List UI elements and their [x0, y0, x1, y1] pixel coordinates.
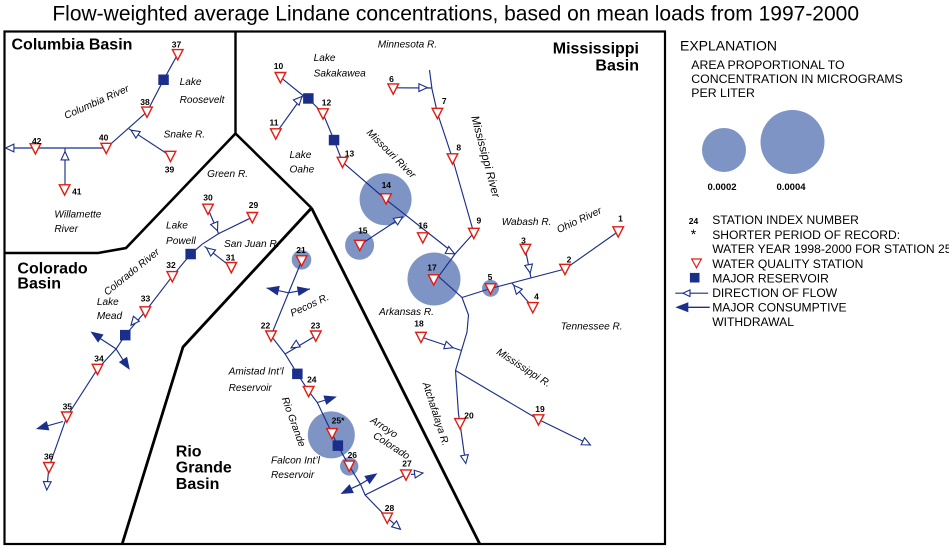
svg-text:Powell: Powell — [166, 236, 196, 247]
svg-text:11: 11 — [270, 118, 279, 128]
svg-text:Oahe: Oahe — [290, 165, 315, 176]
svg-text:36: 36 — [44, 452, 54, 462]
svg-text:37: 37 — [172, 40, 182, 50]
svg-text:9: 9 — [477, 215, 482, 225]
svg-text:7: 7 — [442, 96, 447, 106]
svg-text:2: 2 — [567, 254, 572, 264]
svg-text:40: 40 — [99, 132, 109, 142]
svg-text:12: 12 — [322, 98, 332, 108]
svg-text:18: 18 — [414, 319, 424, 329]
svg-text:16: 16 — [418, 220, 428, 230]
svg-text:38: 38 — [140, 97, 150, 107]
svg-text:Flow-weighted average Lindane: Flow-weighted average Lindane concentrat… — [52, 3, 859, 26]
svg-text:0.0002: 0.0002 — [707, 182, 736, 193]
svg-text:SHORTER PERIOD OF RECORD:: SHORTER PERIOD OF RECORD: — [712, 228, 900, 242]
svg-text:23: 23 — [311, 321, 321, 331]
svg-text:*: * — [691, 226, 697, 242]
svg-text:Minnesota R.: Minnesota R. — [378, 40, 437, 51]
svg-text:Roosevelt: Roosevelt — [180, 95, 226, 106]
svg-text:Lake: Lake — [180, 77, 202, 88]
svg-text:CONCENTRATION IN MICROGRAMS: CONCENTRATION IN MICROGRAMS — [691, 72, 903, 86]
svg-text:WATER QUALITY STATION: WATER QUALITY STATION — [712, 257, 863, 271]
svg-text:13: 13 — [345, 148, 355, 158]
svg-text:River: River — [54, 224, 78, 235]
svg-text:20: 20 — [464, 410, 474, 420]
svg-text:Amistad Int’l: Amistad Int’l — [228, 366, 285, 377]
svg-text:24: 24 — [307, 374, 317, 384]
svg-text:Mississippi: Mississippi — [553, 41, 639, 58]
svg-text:35: 35 — [63, 401, 73, 411]
svg-text:MAJOR CONSUMPTIVE: MAJOR CONSUMPTIVE — [712, 301, 846, 315]
svg-text:24: 24 — [689, 216, 699, 226]
svg-text:25*: 25* — [332, 416, 345, 426]
svg-text:Willamette: Willamette — [54, 210, 101, 221]
svg-text:21: 21 — [296, 245, 306, 255]
svg-text:Grande: Grande — [176, 460, 232, 477]
svg-text:Snake R.: Snake R. — [164, 130, 206, 141]
svg-text:26: 26 — [348, 450, 358, 460]
svg-text:31: 31 — [226, 253, 236, 263]
svg-text:DIRECTION OF FLOW: DIRECTION OF FLOW — [712, 286, 838, 300]
svg-text:Reservoir: Reservoir — [271, 470, 315, 481]
svg-text:14: 14 — [382, 180, 392, 190]
svg-text:San Juan R.: San Juan R. — [224, 239, 280, 250]
svg-text:Lake: Lake — [166, 221, 188, 232]
svg-text:39: 39 — [165, 165, 175, 175]
svg-text:0.0004: 0.0004 — [776, 182, 806, 193]
svg-text:PER LITER: PER LITER — [691, 86, 755, 100]
svg-text:Wabash R.: Wabash R. — [502, 217, 552, 228]
svg-text:15: 15 — [358, 226, 368, 236]
svg-text:33: 33 — [141, 294, 151, 304]
svg-text:Lake: Lake — [314, 53, 336, 64]
svg-text:Basin: Basin — [176, 476, 220, 493]
svg-text:Sakakawea: Sakakawea — [314, 69, 367, 80]
svg-text:Lake: Lake — [290, 150, 312, 161]
svg-text:Tennessee R.: Tennessee R. — [561, 322, 623, 333]
svg-text:STATION INDEX NUMBER: STATION INDEX NUMBER — [712, 213, 859, 227]
svg-text:41: 41 — [72, 186, 82, 196]
svg-text:WITHDRAWAL: WITHDRAWAL — [712, 315, 794, 329]
svg-text:17: 17 — [427, 262, 437, 272]
svg-text:28: 28 — [385, 503, 395, 513]
svg-text:5: 5 — [488, 272, 493, 282]
svg-text:EXPLANATION: EXPLANATION — [680, 38, 777, 54]
svg-text:42: 42 — [32, 136, 42, 146]
svg-text:Lake: Lake — [97, 297, 119, 308]
svg-text:MAJOR RESERVOIR: MAJOR RESERVOIR — [712, 271, 829, 285]
svg-text:Rio: Rio — [176, 443, 202, 460]
svg-text:AREA PROPORTIONAL TO: AREA PROPORTIONAL TO — [691, 58, 844, 72]
svg-text:Green R.: Green R. — [207, 169, 248, 180]
svg-text:3: 3 — [521, 235, 526, 245]
svg-text:WATER YEAR 1998-2000 FOR STATI: WATER YEAR 1998-2000 FOR STATION 25 — [712, 242, 949, 256]
svg-text:10: 10 — [274, 61, 284, 71]
svg-text:Basin: Basin — [17, 275, 61, 292]
svg-text:Columbia Basin: Columbia Basin — [12, 36, 133, 53]
svg-text:34: 34 — [94, 354, 104, 364]
svg-text:6: 6 — [389, 74, 394, 84]
svg-text:8: 8 — [456, 143, 461, 153]
svg-text:4: 4 — [534, 291, 539, 301]
svg-text:22: 22 — [261, 321, 271, 331]
svg-text:19: 19 — [535, 404, 545, 414]
svg-text:Falcon Int’l: Falcon Int’l — [271, 456, 321, 467]
svg-text:Basin: Basin — [595, 57, 639, 74]
svg-text:1: 1 — [618, 213, 623, 223]
svg-text:27: 27 — [402, 458, 412, 468]
svg-text:Colorado: Colorado — [17, 260, 87, 277]
svg-text:32: 32 — [166, 260, 176, 270]
svg-text:30: 30 — [203, 193, 213, 203]
svg-text:Reservoir: Reservoir — [229, 383, 273, 394]
svg-text:29: 29 — [249, 200, 259, 210]
svg-text:Arkansas R.: Arkansas R. — [378, 307, 434, 318]
svg-text:Mead: Mead — [97, 311, 123, 322]
